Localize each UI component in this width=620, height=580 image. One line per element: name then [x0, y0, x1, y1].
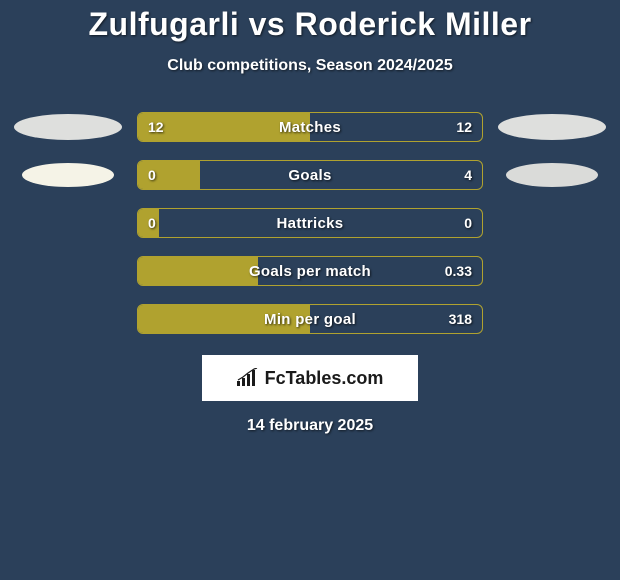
player-left-badge	[13, 111, 123, 143]
stat-row: 12Matches12	[0, 111, 620, 143]
player-left-badge	[13, 255, 123, 287]
player-left-badge	[13, 159, 123, 191]
stat-label: Goals	[138, 161, 482, 189]
stat-rows: 12Matches120Goals40Hattricks0Goals per m…	[0, 111, 620, 335]
stat-label: Min per goal	[138, 305, 482, 333]
stat-row: Goals per match0.33	[0, 255, 620, 287]
stat-value-right: 4	[464, 161, 472, 189]
stat-row: 0Goals4	[0, 159, 620, 191]
player-right-badge	[497, 255, 607, 287]
stat-bar: 12Matches12	[137, 112, 483, 142]
team-badge-icon	[22, 163, 114, 187]
stat-label: Matches	[138, 113, 482, 141]
page-title: Zulfugarli vs Roderick Miller	[0, 6, 620, 43]
player-right-badge	[497, 207, 607, 239]
team-badge-icon	[498, 114, 606, 140]
stat-bar: 0Goals4	[137, 160, 483, 190]
stat-bar: 0Hattricks0	[137, 208, 483, 238]
player-right-badge	[497, 303, 607, 335]
subtitle: Club competitions, Season 2024/2025	[0, 57, 620, 75]
stat-bar: Goals per match0.33	[137, 256, 483, 286]
stat-row: 0Hattricks0	[0, 207, 620, 239]
stat-value-right: 0	[464, 209, 472, 237]
player-right-badge	[497, 159, 607, 191]
stat-row: Min per goal318	[0, 303, 620, 335]
stat-value-right: 0.33	[445, 257, 472, 285]
site-logo: FcTables.com	[202, 355, 418, 401]
player-right-badge	[497, 111, 607, 143]
player-left-badge	[13, 207, 123, 239]
date-text: 14 february 2025	[0, 417, 620, 435]
stat-bar: Min per goal318	[137, 304, 483, 334]
team-badge-icon	[506, 163, 598, 187]
player-left-badge	[13, 303, 123, 335]
team-badge-icon	[14, 114, 122, 140]
stat-value-right: 318	[449, 305, 472, 333]
chart-icon	[237, 368, 259, 388]
stat-value-right: 12	[456, 113, 472, 141]
comparison-infographic: Zulfugarli vs Roderick Miller Club compe…	[0, 0, 620, 435]
stat-label: Goals per match	[138, 257, 482, 285]
logo-text: FcTables.com	[265, 368, 384, 389]
stat-label: Hattricks	[138, 209, 482, 237]
